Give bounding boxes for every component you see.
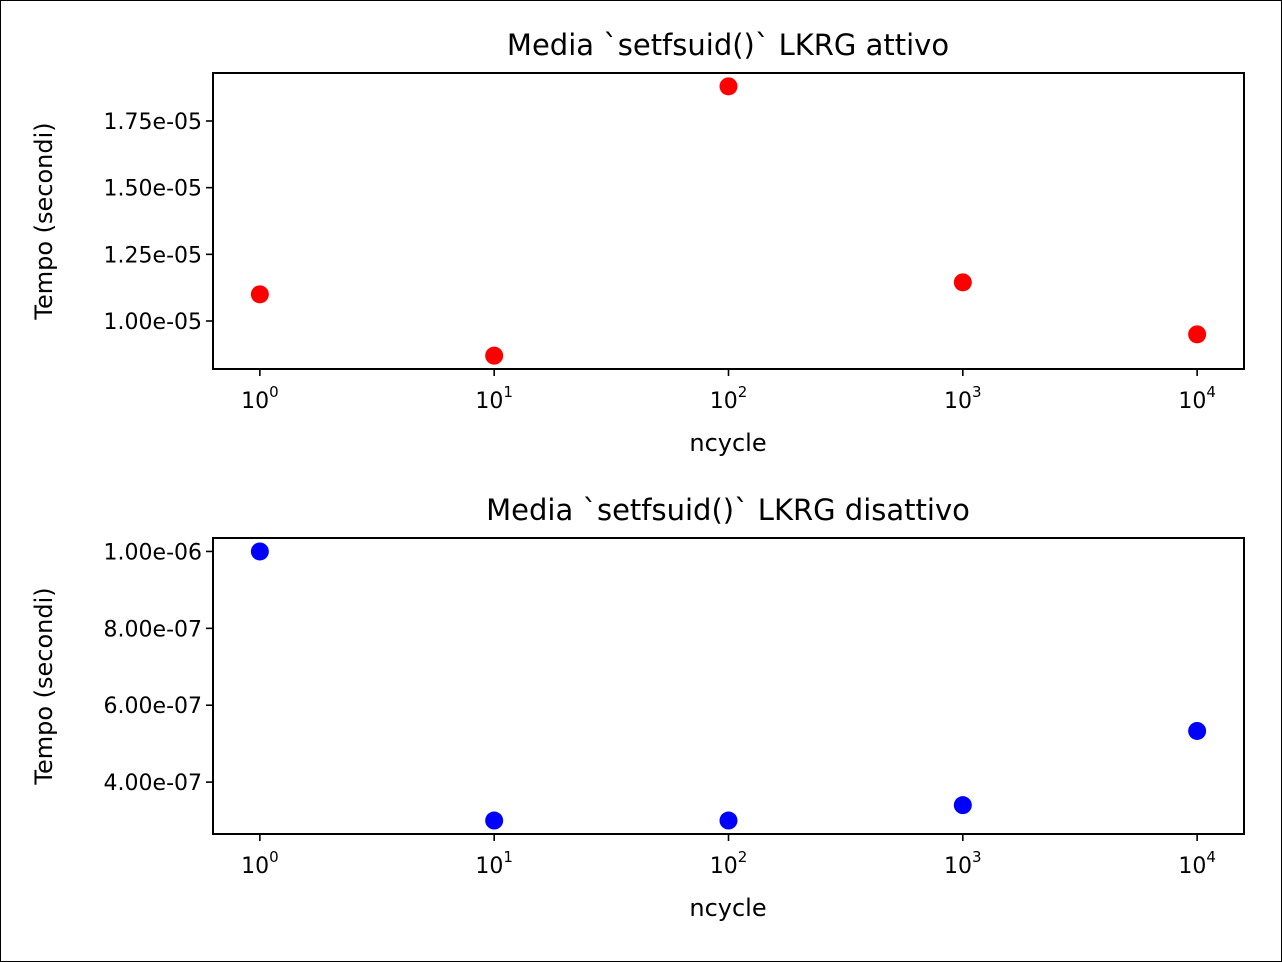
x-tick-label: 103	[944, 383, 982, 414]
y-axis-label: Tempo (secondi)	[30, 587, 58, 785]
x-tick-label: 102	[710, 383, 748, 414]
y-tick-label: 1.75e-05	[104, 110, 202, 135]
y-tick-label: 8.00e-07	[104, 617, 202, 642]
y-tick-label: 6.00e-07	[104, 694, 202, 719]
x-tick-label: 100	[241, 848, 279, 879]
data-point	[250, 542, 269, 561]
x-tick-label: 101	[475, 848, 513, 879]
data-point	[485, 811, 504, 830]
data-point	[1188, 325, 1207, 344]
subplot-inactive: Media `setfsuid()` LKRG disattivo ncycle…	[30, 493, 1245, 922]
data-point	[250, 285, 269, 304]
data-point	[953, 273, 972, 292]
plot-frame	[212, 537, 1245, 835]
data-point	[953, 796, 972, 815]
y-tick-label: 1.00e-06	[104, 540, 202, 565]
x-axis-label: ncycle	[689, 894, 766, 922]
x-axis-label: ncycle	[689, 429, 766, 457]
x-tick-label: 104	[1178, 383, 1216, 414]
subplot-active: Media `setfsuid()` LKRG attivo ncycle Te…	[30, 28, 1245, 457]
y-axis-label: Tempo (secondi)	[30, 122, 58, 320]
chart-title: Media `setfsuid()` LKRG attivo	[507, 28, 949, 62]
data-point	[1188, 721, 1207, 740]
x-tick-label: 102	[710, 848, 748, 879]
y-tick-label: 4.00e-07	[104, 771, 202, 796]
y-tick-label: 1.25e-05	[104, 243, 202, 268]
data-points	[250, 542, 1207, 830]
x-tick-label: 100	[241, 383, 279, 414]
y-tick-label: 1.00e-05	[104, 310, 202, 335]
data-point	[719, 77, 738, 96]
axis-ticks: 100 101 102 103 104 1.00e-05 1.25e-05 1.50e-05 1…	[104, 110, 1216, 414]
plot-frame	[212, 72, 1245, 370]
data-point	[719, 811, 738, 830]
x-tick-label: 101	[475, 383, 513, 414]
axis-ticks: 100 101 102 103 104 4.00e-07 6.00e-07 8.00e-07 1…	[104, 540, 1216, 879]
x-tick-label: 103	[944, 848, 982, 879]
data-point	[485, 346, 504, 365]
y-tick-label: 1.50e-05	[104, 177, 202, 202]
chart-title: Media `setfsuid()` LKRG disattivo	[486, 493, 970, 527]
data-points	[250, 77, 1207, 365]
x-tick-label: 104	[1178, 848, 1216, 879]
